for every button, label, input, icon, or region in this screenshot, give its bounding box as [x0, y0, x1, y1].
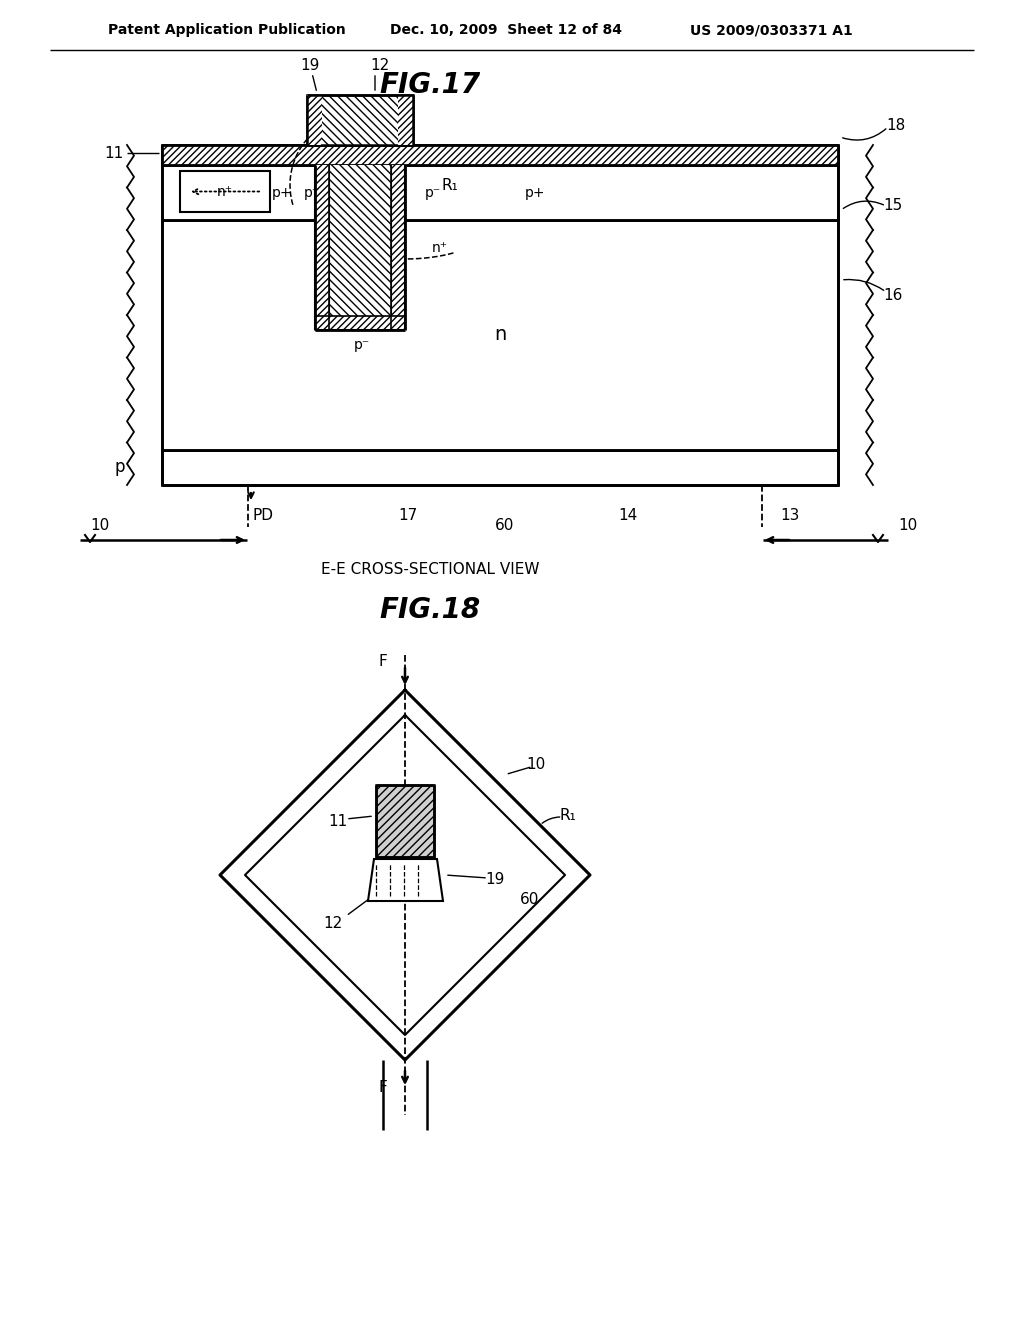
Text: 12: 12 [324, 916, 343, 931]
Bar [307, 95, 322, 145]
Bar [307, 95, 413, 145]
Text: 15: 15 [884, 198, 902, 213]
Text: 14: 14 [618, 507, 638, 523]
Bar [376, 785, 434, 857]
Text: n⁺: n⁺ [432, 242, 449, 255]
Text: 16: 16 [884, 288, 903, 302]
Bar [315, 315, 406, 330]
Text: F: F [379, 1081, 387, 1096]
Bar [315, 165, 329, 330]
Text: 11: 11 [104, 145, 124, 161]
Text: 19: 19 [300, 58, 319, 73]
Bar [180, 172, 270, 213]
Text: p: p [115, 458, 125, 477]
Text: 18: 18 [887, 117, 905, 132]
Text: 11: 11 [329, 813, 347, 829]
Text: 12: 12 [371, 58, 389, 73]
Text: 13: 13 [780, 507, 800, 523]
Text: R₁: R₁ [441, 177, 459, 193]
Text: 60: 60 [520, 892, 540, 908]
Bar [329, 165, 391, 315]
Bar [376, 785, 434, 857]
Text: p+: p+ [524, 186, 545, 199]
Text: US 2009/0303371 A1: US 2009/0303371 A1 [690, 22, 853, 37]
Text: 60: 60 [496, 519, 515, 533]
Bar [391, 165, 406, 330]
Text: 10: 10 [898, 519, 918, 533]
Text: Dec. 10, 2009  Sheet 12 of 84: Dec. 10, 2009 Sheet 12 of 84 [390, 22, 622, 37]
Text: n: n [494, 326, 506, 345]
Text: F: F [379, 655, 387, 669]
Bar [162, 165, 838, 220]
Text: 10: 10 [90, 519, 110, 533]
Text: Patent Application Publication: Patent Application Publication [108, 22, 346, 37]
Text: 19: 19 [485, 873, 505, 887]
Polygon shape [368, 859, 443, 902]
Text: 10: 10 [526, 756, 545, 772]
Text: R₁: R₁ [559, 808, 575, 822]
Text: p⁻: p⁻ [304, 186, 321, 199]
Text: n⁺: n⁺ [217, 185, 233, 198]
Text: FIG.18: FIG.18 [380, 597, 480, 624]
Text: 17: 17 [398, 507, 418, 523]
Text: PD: PD [253, 507, 274, 523]
Text: FIG.17: FIG.17 [380, 71, 480, 99]
Text: E-E CROSS-SECTIONAL VIEW: E-E CROSS-SECTIONAL VIEW [321, 562, 540, 578]
Text: p⁻: p⁻ [425, 186, 441, 199]
Bar [162, 450, 838, 484]
Bar [398, 95, 413, 145]
Text: p⁻: p⁻ [354, 338, 370, 352]
Text: p+: p+ [271, 186, 292, 199]
Bar [162, 145, 838, 165]
Bar [162, 220, 838, 450]
